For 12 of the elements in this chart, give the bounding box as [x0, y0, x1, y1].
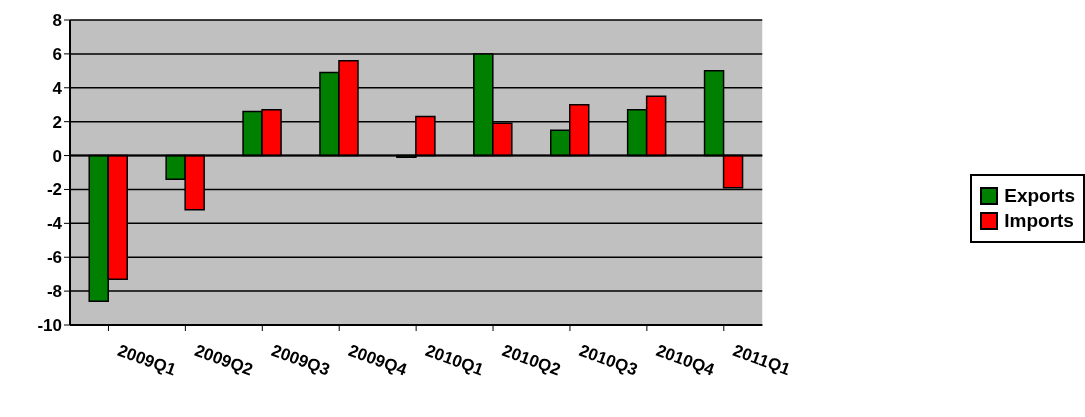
- legend-label: Imports: [1004, 210, 1074, 232]
- y-tick-label: 2: [52, 112, 62, 132]
- y-tick-label: -6: [46, 248, 62, 268]
- y-tick-label: -2: [46, 180, 62, 200]
- y-tick-label: -8: [46, 282, 62, 302]
- legend-label: Exports: [1004, 185, 1075, 207]
- y-tick-label: 0: [52, 146, 62, 166]
- y-tick-label: -10: [37, 316, 62, 336]
- y-tick-label: 4: [52, 78, 63, 98]
- y-tick-label: 8: [52, 11, 62, 31]
- y-tick-label: 6: [52, 44, 62, 64]
- y-tick-label: -4: [46, 214, 63, 234]
